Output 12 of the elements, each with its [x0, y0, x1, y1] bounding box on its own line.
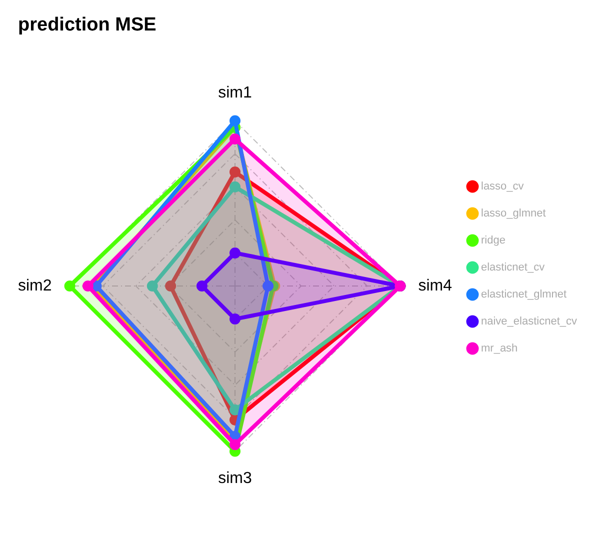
legend-label: ridge: [480, 234, 506, 247]
chart-title: prediction MSE: [18, 14, 156, 36]
spoke-label: sim4: [418, 277, 452, 294]
legend-label: naive_elasticnet_cv: [480, 316, 578, 328]
legend-label: mr_ash: [480, 342, 518, 355]
spoke-label: sim3: [218, 470, 252, 488]
legend-label: elasticnet_cv: [480, 262, 546, 274]
spoke-label: sim2: [18, 277, 52, 294]
legend-label: lasso_cv: [480, 180, 524, 193]
spoke-label: sim1: [218, 84, 252, 102]
legend-label: elasticnet_glmnet: [480, 288, 567, 301]
legend-label: lasso_glmnet: [480, 208, 546, 220]
